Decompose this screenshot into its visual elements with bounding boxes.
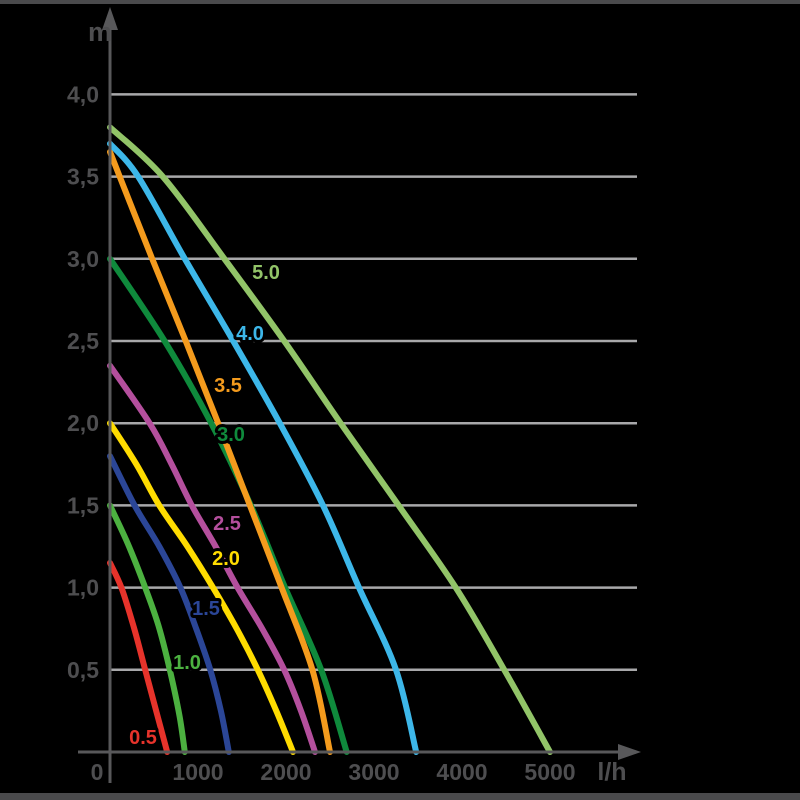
- x-tick-label-3000: 3000: [348, 759, 399, 785]
- x-axis-unit-label: l/h: [597, 758, 626, 786]
- curve-3.5: [107, 148, 333, 755]
- y-axis-unit-label: m: [88, 17, 112, 47]
- curve-1.5: [107, 453, 232, 755]
- curve-5.0: [107, 124, 553, 755]
- y-tick-label-2,5: 2,5: [67, 328, 99, 354]
- curve-0.5: [107, 559, 171, 755]
- x-tick-label-0: 0: [91, 759, 104, 785]
- curve-label-4.0: 4.0: [236, 323, 264, 345]
- curve-label-0.5: 0.5: [129, 727, 157, 749]
- curve-label-1.0: 1.0: [173, 652, 201, 674]
- y-tick-label-1,0: 1,0: [67, 575, 99, 601]
- curve-4.0: [107, 140, 420, 755]
- y-tick-label-3,0: 3,0: [67, 246, 99, 272]
- curve-label-2.0: 2.0: [212, 548, 240, 570]
- curve-1.0: [107, 502, 188, 755]
- curve-label-3.0: 3.0: [217, 424, 245, 446]
- y-tick-label-3,5: 3,5: [67, 164, 99, 190]
- x-tick-label-4000: 4000: [436, 759, 487, 785]
- x-tick-label-1000: 1000: [172, 759, 223, 785]
- top-border: [0, 0, 800, 4]
- y-tick-label-1,5: 1,5: [67, 492, 99, 518]
- y-tick-label-4,0: 4,0: [67, 81, 99, 107]
- curve-2.5: [107, 362, 318, 755]
- curve-2.0: [107, 420, 296, 755]
- x-tick-label-2000: 2000: [260, 759, 311, 785]
- y-tick-label-0,5: 0,5: [67, 657, 99, 683]
- curve-label-2.5: 2.5: [213, 513, 241, 535]
- curve-label-1.5: 1.5: [192, 598, 220, 620]
- y-axis-arrow-icon: [102, 7, 118, 30]
- curve-label-3.5: 3.5: [214, 375, 242, 397]
- x-axis-arrow-icon: [618, 744, 641, 760]
- y-tick-label-2,0: 2,0: [67, 410, 99, 436]
- curve-label-5.0: 5.0: [252, 262, 280, 284]
- bottom-border: [0, 793, 800, 800]
- x-tick-label-5000: 5000: [524, 759, 575, 785]
